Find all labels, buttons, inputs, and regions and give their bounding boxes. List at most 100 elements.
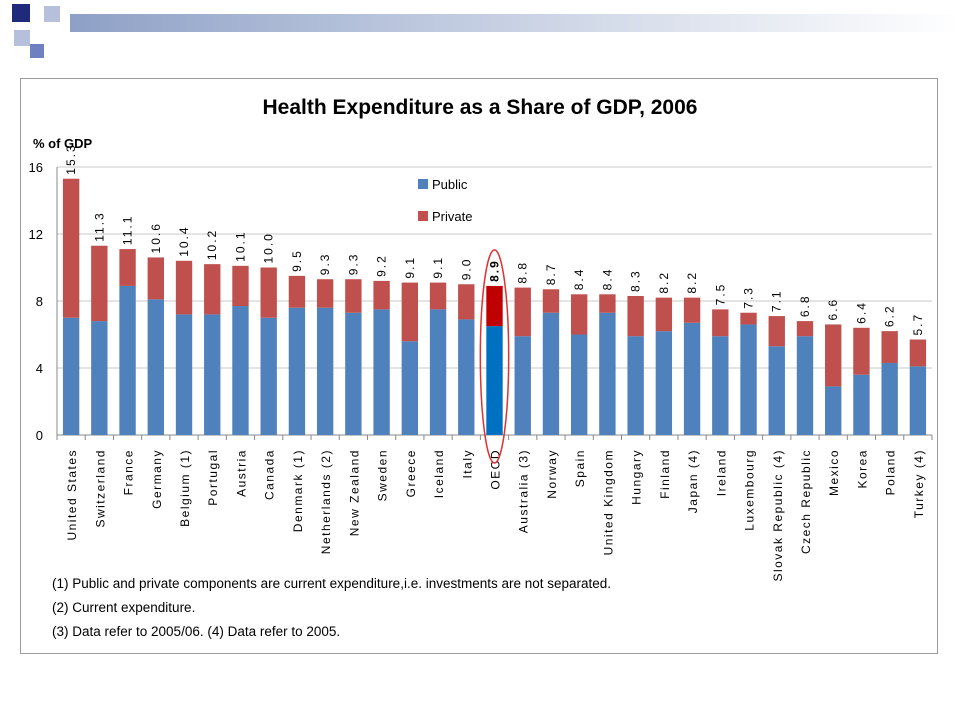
y-tick-label: 4	[36, 361, 43, 376]
bar-public	[458, 319, 475, 435]
y-tick-label: 16	[29, 160, 43, 175]
total-label: 8.9	[488, 259, 502, 282]
category-label: Portugal	[206, 449, 220, 506]
bar-private	[825, 324, 842, 387]
bar-public	[288, 307, 306, 435]
bar-private	[373, 280, 390, 310]
bar-public	[119, 285, 136, 435]
category-label: United States	[65, 449, 79, 541]
footnote-2: (2) Current expenditure.	[52, 600, 196, 615]
total-label: 8.2	[657, 271, 671, 294]
total-label: 9.3	[346, 253, 360, 276]
total-label: 10.0	[262, 232, 276, 263]
bar-public	[316, 307, 334, 435]
bar-private	[627, 295, 644, 337]
bar-public	[514, 336, 531, 435]
bar-private	[599, 294, 616, 313]
bar-public	[204, 314, 221, 435]
total-label: 9.2	[375, 254, 389, 277]
category-label: Italy	[460, 449, 474, 479]
total-label: 7.1	[770, 289, 784, 312]
bar-private	[147, 257, 164, 300]
slide-decor-square-4	[30, 44, 44, 58]
bar-private	[740, 312, 757, 325]
bar-private	[486, 285, 503, 327]
bar-private	[260, 267, 277, 318]
total-label: 9.1	[431, 256, 445, 279]
legend-swatch-public	[418, 179, 428, 189]
total-label: 11.1	[121, 215, 135, 245]
bar-public	[373, 309, 390, 435]
category-label: Switzerland	[93, 449, 107, 528]
bar-private	[796, 321, 814, 337]
category-label: Slovak Republic (4)	[771, 449, 785, 582]
total-label: 8.4	[572, 268, 586, 291]
bar-public	[825, 386, 842, 435]
total-label: 6.6	[826, 298, 840, 321]
total-label: 9.0	[459, 258, 473, 281]
bar-public	[62, 317, 80, 435]
category-label: Denmark (1)	[291, 449, 305, 532]
total-label: 5.7	[911, 313, 925, 336]
bar-private	[514, 287, 531, 337]
category-label: Finland	[658, 449, 672, 499]
category-label: Japan (4)	[686, 449, 700, 513]
category-label: Netherlands (2)	[319, 449, 333, 554]
legend-swatch-private	[418, 211, 428, 221]
total-label: 9.5	[290, 249, 304, 272]
category-label: Sweden	[376, 449, 390, 501]
category-label: Norway	[545, 449, 559, 499]
bar-private	[175, 260, 193, 315]
bar-private	[316, 279, 334, 308]
total-label: 10.1	[233, 230, 247, 261]
total-label: 10.2	[205, 229, 219, 260]
total-label: 6.4	[854, 301, 868, 324]
bar-public	[853, 374, 870, 435]
category-label: Austria	[234, 449, 248, 497]
bar-public	[570, 334, 588, 435]
bar-public	[712, 336, 729, 435]
bar-private	[655, 297, 673, 332]
footnote-1: (1) Public and private components are cu…	[52, 576, 612, 591]
category-label: Luxembourg	[743, 449, 757, 531]
category-label: Belgium (1)	[178, 449, 192, 527]
bar-public	[768, 346, 785, 435]
bar-public	[542, 312, 560, 435]
bar-public	[599, 312, 616, 435]
bar-public	[655, 331, 673, 435]
category-label: Mexico	[827, 449, 841, 496]
y-tick-label: 0	[36, 428, 43, 443]
legend-label-private: Private	[432, 209, 472, 224]
category-label: Turkey (4)	[912, 449, 926, 518]
bar-private	[458, 284, 475, 320]
y-tick-label: 12	[29, 227, 43, 242]
category-label: Germany	[150, 449, 164, 509]
bar-public	[260, 317, 277, 435]
total-label: 8.8	[516, 261, 530, 284]
bar-public	[683, 322, 701, 435]
bar-private	[288, 275, 306, 308]
category-label: Iceland	[432, 449, 446, 498]
category-label: Poland	[884, 449, 898, 495]
total-label: 8.3	[629, 269, 643, 292]
bar-public	[796, 336, 814, 435]
bar-public	[486, 326, 503, 435]
bar-private	[909, 339, 927, 367]
category-label: New Zealand	[347, 449, 361, 536]
bar-public	[91, 321, 108, 435]
category-label: Ireland	[714, 449, 728, 496]
chart-title: Health Expenditure as a Share of GDP, 20…	[262, 96, 698, 119]
total-label: 10.6	[149, 222, 163, 253]
bar-public	[909, 366, 927, 435]
bar-private	[232, 265, 249, 307]
category-label: Spain	[573, 449, 587, 487]
slide-decor-square-3	[14, 30, 30, 46]
footnote-3: (3) Data refer to 2005/06. (4) Data refe…	[52, 624, 341, 639]
bar-private	[429, 282, 447, 310]
total-label: 10.4	[177, 225, 191, 256]
bar-private	[542, 289, 560, 313]
legend-label-public: Public	[432, 177, 468, 192]
category-label: France	[122, 449, 136, 495]
bar-public	[232, 306, 249, 435]
